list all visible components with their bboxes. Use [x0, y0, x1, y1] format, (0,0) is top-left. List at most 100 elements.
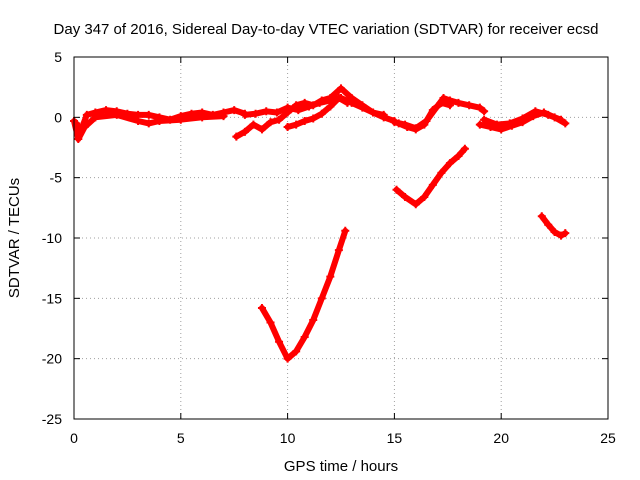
- y-tick-label: -10: [42, 230, 62, 246]
- data-point: [358, 103, 367, 112]
- data-series: [70, 84, 570, 363]
- data-point: [292, 120, 301, 129]
- data-point: [531, 107, 540, 116]
- data-point: [445, 101, 454, 110]
- data-point: [198, 113, 207, 122]
- data-point: [401, 192, 410, 201]
- x-tick-label: 25: [600, 430, 616, 446]
- data-point: [315, 98, 324, 107]
- data-point: [266, 318, 275, 327]
- data-point: [454, 98, 463, 107]
- data-point: [134, 116, 143, 125]
- data-point: [465, 101, 474, 110]
- data-point: [176, 115, 185, 124]
- data-point: [403, 122, 412, 131]
- data-point: [475, 120, 484, 129]
- data-point: [343, 98, 352, 107]
- data-point: [80, 122, 89, 131]
- y-tick-label: 0: [54, 109, 62, 125]
- y-tick-label: -20: [42, 351, 62, 367]
- data-point: [300, 116, 309, 125]
- data-point: [537, 212, 546, 221]
- data-point: [240, 127, 249, 136]
- data-point: [294, 106, 303, 115]
- data-point: [557, 115, 566, 124]
- data-point: [334, 94, 343, 103]
- data-point: [561, 119, 570, 128]
- data-point: [317, 109, 326, 118]
- data-point: [505, 119, 514, 128]
- data-point: [369, 108, 378, 117]
- x-tick-label: 10: [280, 430, 296, 446]
- data-point: [518, 114, 527, 123]
- x-tick-label: 15: [387, 430, 403, 446]
- data-point: [283, 354, 292, 363]
- data-point: [445, 159, 454, 168]
- y-tick-label: 5: [54, 49, 62, 65]
- data-point: [411, 200, 420, 209]
- data-point: [475, 103, 484, 112]
- data-point: [300, 332, 309, 341]
- data-point: [309, 114, 318, 123]
- data-point: [304, 102, 313, 111]
- data-point: [262, 107, 271, 116]
- y-axis-ticks: -25 -20 -15 -10 -5 0 5: [42, 49, 608, 427]
- data-point: [219, 112, 228, 121]
- x-tick-label: 0: [70, 430, 78, 446]
- data-point: [144, 110, 153, 119]
- data-point: [454, 151, 463, 160]
- data-point: [460, 144, 469, 153]
- data-point: [341, 226, 350, 235]
- chart-title: Day 347 of 2016, Sidereal Day-to-day VTE…: [54, 21, 599, 38]
- data-point: [437, 98, 446, 107]
- data-point: [275, 115, 284, 124]
- data-point: [275, 337, 284, 346]
- data-point: [561, 229, 570, 238]
- data-point: [272, 108, 281, 117]
- x-axis-label: GPS time / hours: [284, 458, 398, 475]
- data-point: [392, 185, 401, 194]
- data-point: [437, 168, 446, 177]
- y-tick-label: -5: [50, 170, 63, 186]
- y-tick-label: -25: [42, 411, 62, 427]
- data-point: [309, 316, 318, 325]
- y-axis-label: SDTVAR / TECUs: [6, 178, 23, 298]
- data-point: [492, 120, 501, 129]
- data-point: [232, 132, 241, 141]
- data-point: [249, 120, 258, 129]
- data-point: [257, 303, 266, 312]
- data-point: [334, 246, 343, 255]
- data-point: [428, 180, 437, 189]
- data-point: [266, 118, 275, 127]
- data-point: [283, 103, 292, 112]
- data-point: [557, 231, 566, 240]
- x-axis-ticks: 0 5 10 15 20 25: [70, 57, 616, 446]
- data-point: [480, 107, 489, 116]
- x-tick-label: 5: [177, 430, 185, 446]
- data-point: [394, 119, 403, 128]
- x-tick-label: 20: [493, 430, 509, 446]
- data-point: [251, 109, 260, 118]
- data-point: [82, 110, 91, 119]
- data-point: [144, 119, 153, 128]
- data-point: [102, 106, 111, 115]
- data-point: [240, 110, 249, 119]
- series-line-sat-h: [259, 227, 349, 362]
- data-point: [112, 110, 121, 119]
- data-point: [155, 116, 164, 125]
- data-point: [326, 272, 335, 281]
- data-point: [428, 106, 437, 115]
- data-point: [379, 113, 388, 122]
- series-line-sat-i: [393, 145, 468, 208]
- data-point: [74, 135, 83, 144]
- data-point: [420, 120, 429, 129]
- data-point: [257, 125, 266, 134]
- data-point: [317, 294, 326, 303]
- y-tick-label: -15: [42, 290, 62, 306]
- data-point: [337, 84, 345, 93]
- data-point: [292, 347, 301, 356]
- data-point: [544, 110, 553, 119]
- data-point: [420, 192, 429, 201]
- data-point: [283, 122, 292, 131]
- data-point: [326, 102, 335, 111]
